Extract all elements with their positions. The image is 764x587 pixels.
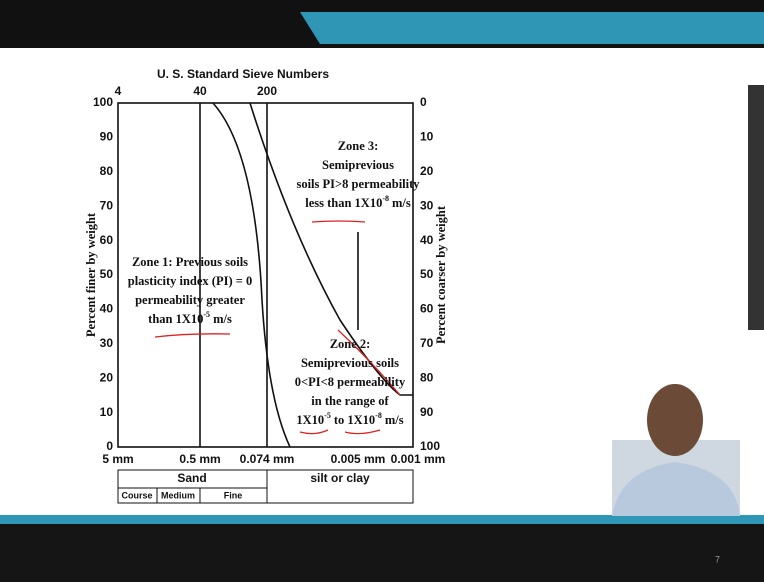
right-axis-label: Percent coarser by weight: [434, 205, 448, 344]
slide: 7 U. S. Standard Sieve Numbers Percent f…: [0, 0, 764, 582]
bottom-tick-label: 0.005 mm: [331, 452, 386, 466]
right-tick-label: 30: [420, 198, 434, 212]
left-tick-label: 10: [100, 405, 114, 419]
bottom-bar: [0, 524, 764, 582]
left-tick-label: 40: [100, 302, 114, 316]
course-label: Course: [121, 490, 152, 500]
zone-text-part: m/s: [213, 312, 232, 326]
zone-text: Semiprevious: [322, 158, 394, 172]
zone-text-part: 1X10: [296, 413, 324, 427]
page: 7 U. S. Standard Sieve Numbers Percent f…: [0, 0, 764, 582]
bottom-tick-label: 0.5 mm: [179, 452, 220, 466]
bottom-tick-label: 5 mm: [102, 452, 133, 466]
zone-text: 0<PI<8 permeability: [295, 375, 406, 389]
left-tick-label: 80: [100, 164, 114, 178]
top-tick-label: 200: [257, 84, 277, 98]
top-tick-label: 4: [115, 84, 122, 98]
bottom-tick-label: 0.001 mm: [391, 452, 446, 466]
left-tick-label: 90: [100, 130, 114, 144]
zone-text: permeability greater: [135, 293, 245, 307]
right-tick-label: 0: [420, 95, 427, 109]
right-tick-label: 40: [420, 233, 434, 247]
bottom-accent: [0, 515, 764, 524]
sand-label: Sand: [177, 471, 206, 485]
exponent: -5: [324, 411, 331, 420]
right-tick-label: 90: [420, 405, 434, 419]
left-tick-label: 30: [100, 336, 114, 350]
exponent: -8: [382, 194, 389, 203]
zone-text: soils PI>8 permeability: [296, 177, 420, 191]
right-tick-label: 100: [420, 439, 440, 453]
left-tick-label: 20: [100, 370, 114, 384]
medium-label: Medium: [161, 490, 195, 500]
right-tick-label: 60: [420, 302, 434, 316]
zone-text: Zone 3:: [338, 139, 379, 153]
zone-text-part: to 1X10: [334, 413, 375, 427]
right-tick-label: 20: [420, 164, 434, 178]
zone-text: Zone 1: Previous soils: [132, 255, 248, 269]
silt-label: silt or clay: [310, 471, 370, 485]
right-tick-label: 50: [420, 267, 434, 281]
toolbar: [748, 85, 764, 330]
exponent: -5: [203, 310, 210, 319]
zone-text: Zone 2:: [330, 337, 371, 351]
left-tick-label: 100: [93, 95, 113, 109]
zone-text-part: m/s: [385, 413, 404, 427]
presenter: [612, 384, 740, 516]
zone-text: Semiprevious soils: [301, 356, 399, 370]
left-tick-label: 0: [106, 439, 113, 453]
top-tick-label: 40: [193, 84, 207, 98]
left-tick-label: 70: [100, 198, 114, 212]
top-accent: [300, 12, 764, 44]
left-axis-label: Percent finer by weight: [84, 212, 98, 337]
right-tick-label: 80: [420, 370, 434, 384]
bottom-tick-label: 0.074 mm: [240, 452, 295, 466]
fine-label: Fine: [224, 490, 243, 500]
right-tick-label: 70: [420, 336, 434, 350]
chart-title: U. S. Standard Sieve Numbers: [157, 67, 329, 81]
zone-text-part: than 1X10: [148, 312, 203, 326]
zone-text: plasticity index (PI) = 0: [128, 274, 252, 288]
right-tick-label: 10: [420, 130, 434, 144]
page-number: 7: [715, 554, 720, 564]
zone-text: in the range of: [311, 394, 389, 408]
exponent: -8: [375, 411, 382, 420]
left-tick-label: 50: [100, 267, 114, 281]
zone-text-part: m/s: [392, 196, 411, 210]
zone-text-part: less than 1X10: [305, 196, 382, 210]
left-tick-label: 60: [100, 233, 114, 247]
